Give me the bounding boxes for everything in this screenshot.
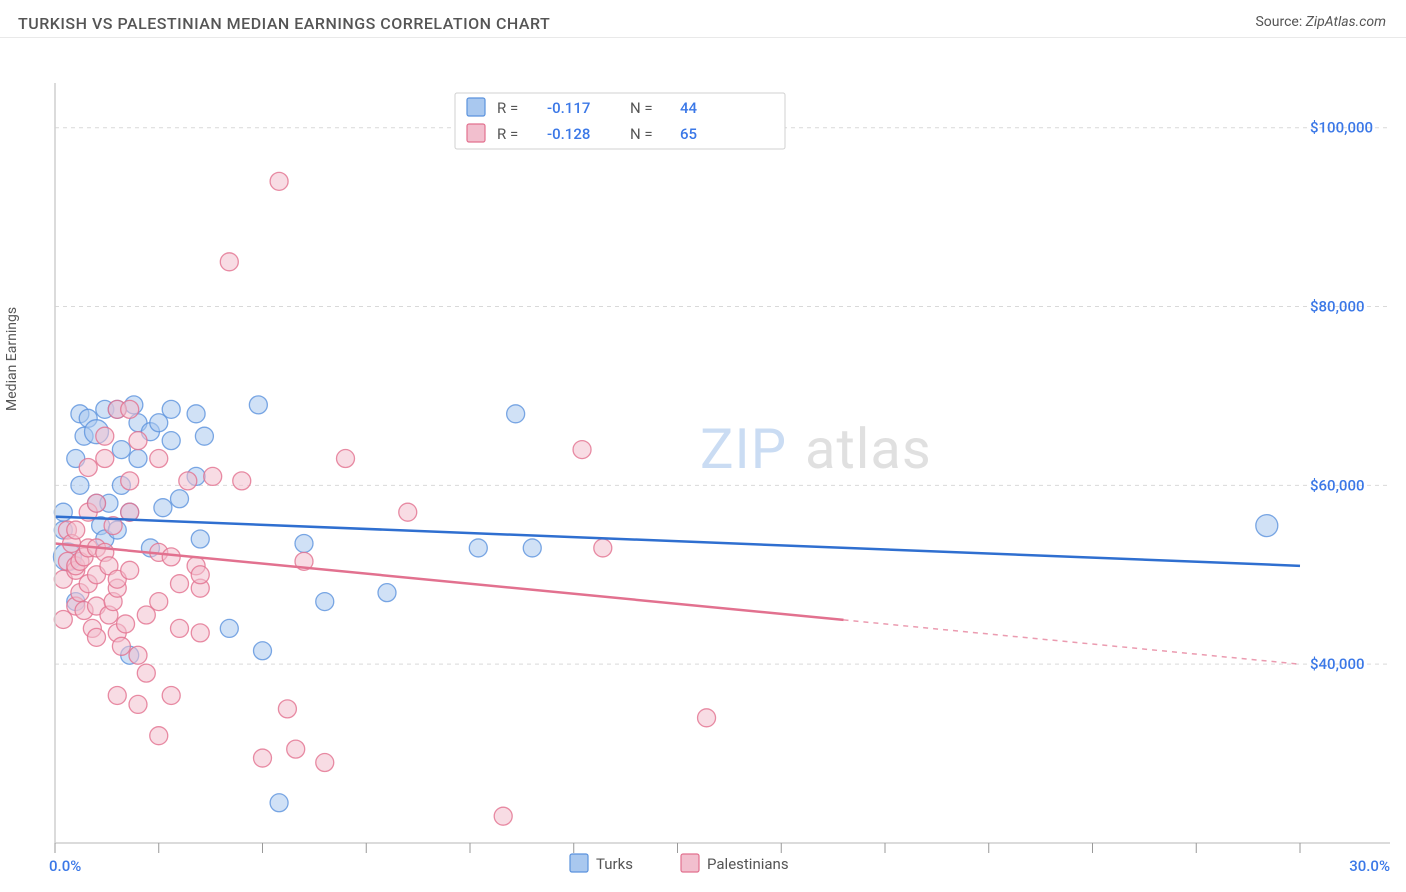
scatter-point-turks — [254, 642, 272, 660]
scatter-point-palestinians — [129, 646, 147, 664]
scatter-point-palestinians — [399, 503, 417, 521]
scatter-point-palestinians — [171, 575, 189, 593]
x-min-label: 0.0% — [49, 857, 81, 875]
scatter-point-palestinians — [96, 427, 114, 445]
scatter-point-palestinians — [316, 754, 334, 772]
scatter-point-palestinians — [270, 172, 288, 190]
scatter-point-palestinians — [96, 450, 114, 468]
regression-line-palestinians-extrapolated — [844, 620, 1301, 664]
scatter-point-palestinians — [573, 441, 591, 459]
watermark: ZIP — [700, 416, 787, 482]
scatter-point-palestinians — [121, 400, 139, 418]
y-tick-label: $60,000 — [1310, 476, 1365, 494]
scatter-point-turks — [112, 441, 130, 459]
regression-line-turks — [55, 517, 1300, 566]
scatter-point-palestinians — [150, 727, 168, 745]
watermark: atlas — [805, 416, 932, 482]
legend-n-label: N = — [630, 99, 653, 117]
legend-n-value: 44 — [680, 99, 698, 117]
scatter-point-turks — [316, 593, 334, 611]
scatter-point-turks — [1256, 515, 1278, 537]
series-swatch — [570, 854, 588, 872]
scatter-point-turks — [195, 427, 213, 445]
scatter-point-palestinians — [129, 695, 147, 713]
scatter-point-palestinians — [191, 624, 209, 642]
y-tick-label: $100,000 — [1310, 119, 1373, 137]
source-label: Source: — [1255, 14, 1305, 30]
scatter-point-palestinians — [337, 450, 355, 468]
scatter-point-palestinians — [287, 740, 305, 758]
scatter-point-turks — [54, 503, 72, 521]
legend-swatch — [467, 98, 485, 116]
scatter-point-turks — [523, 539, 541, 557]
y-tick-label: $40,000 — [1310, 655, 1365, 673]
scatter-point-palestinians — [254, 749, 272, 767]
scatter-point-palestinians — [162, 686, 180, 704]
scatter-point-turks — [378, 584, 396, 602]
scatter-point-palestinians — [150, 450, 168, 468]
scatter-point-palestinians — [171, 619, 189, 637]
scatter-point-palestinians — [129, 432, 147, 450]
scatter-point-palestinians — [88, 494, 106, 512]
scatter-point-palestinians — [79, 458, 97, 476]
legend-n-label: N = — [630, 125, 653, 143]
series-label: Palestinians — [707, 855, 789, 873]
source-value: ZipAtlas.com — [1306, 14, 1386, 30]
scatter-point-turks — [187, 405, 205, 423]
scatter-point-palestinians — [698, 709, 716, 727]
series-swatch — [681, 854, 699, 872]
scatter-point-palestinians — [162, 548, 180, 566]
scatter-point-palestinians — [150, 593, 168, 611]
legend-r-value: -0.117 — [547, 99, 590, 117]
scatter-point-turks — [249, 396, 267, 414]
x-max-label: 30.0% — [1349, 857, 1390, 875]
scatter-point-palestinians — [121, 472, 139, 490]
scatter-point-palestinians — [220, 253, 238, 271]
legend-n-value: 65 — [680, 125, 697, 143]
scatter-point-turks — [162, 432, 180, 450]
scatter-point-palestinians — [278, 700, 296, 718]
scatter-point-turks — [171, 490, 189, 508]
scatter-point-palestinians — [494, 807, 512, 825]
scatter-point-turks — [71, 476, 89, 494]
legend-r-label: R = — [497, 99, 518, 117]
scatter-point-palestinians — [108, 686, 126, 704]
chart-source: Source: ZipAtlas.com — [1255, 14, 1386, 30]
scatter-point-palestinians — [121, 561, 139, 579]
scatter-point-turks — [191, 530, 209, 548]
scatter-svg: $40,000 $60,000 $80,000 $100,000 ZIP atlas 0.0… — [0, 38, 1406, 888]
scatter-point-palestinians — [112, 637, 130, 655]
legend-swatch — [467, 124, 485, 142]
scatter-point-turks — [469, 539, 487, 557]
scatter-point-palestinians — [117, 615, 135, 633]
chart-area: Median Earnings $40,000 $60,000 $80,000 $10… — [0, 38, 1406, 888]
y-tick-label: $80,000 — [1310, 298, 1365, 316]
scatter-point-palestinians — [67, 521, 85, 539]
y-axis-label: Median Earnings — [4, 307, 20, 411]
scatter-point-turks — [154, 499, 172, 517]
scatter-point-turks — [129, 450, 147, 468]
scatter-point-palestinians — [191, 566, 209, 584]
scatter-point-palestinians — [179, 472, 197, 490]
legend-r-value: -0.128 — [547, 125, 590, 143]
chart-header: TURKISH VS PALESTINIAN MEDIAN EARNINGS C… — [0, 0, 1406, 38]
scatter-point-turks — [507, 405, 525, 423]
scatter-point-turks — [162, 400, 180, 418]
scatter-point-palestinians — [594, 539, 612, 557]
chart-title: TURKISH VS PALESTINIAN MEDIAN EARNINGS C… — [18, 14, 550, 33]
legend-r-label: R = — [497, 125, 518, 143]
scatter-point-palestinians — [204, 467, 222, 485]
scatter-point-palestinians — [88, 628, 106, 646]
scatter-point-palestinians — [137, 664, 155, 682]
scatter-point-turks — [270, 794, 288, 812]
series-label: Turks — [596, 855, 633, 873]
scatter-point-palestinians — [233, 472, 251, 490]
scatter-point-turks — [295, 534, 313, 552]
scatter-point-turks — [220, 619, 238, 637]
